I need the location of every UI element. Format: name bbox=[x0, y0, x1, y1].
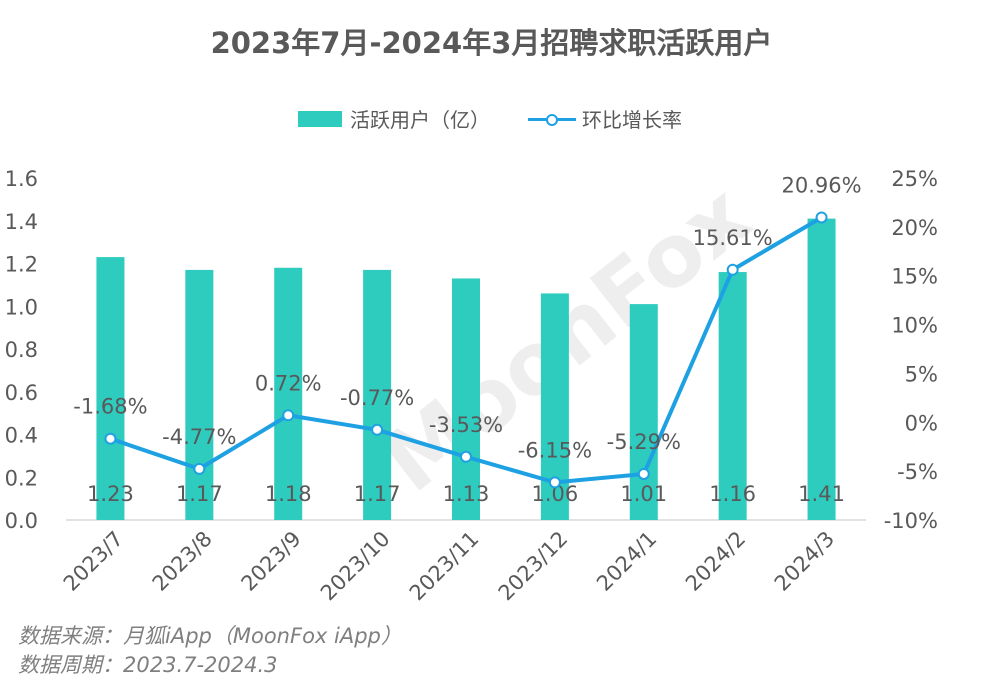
category-label: 2024/2 bbox=[681, 527, 750, 596]
category-label: 2024/1 bbox=[592, 527, 661, 596]
growth-rate-label: 15.61% bbox=[693, 226, 773, 250]
legend-bar-swatch bbox=[298, 110, 342, 127]
bar-value-label: 1.17 bbox=[176, 482, 223, 506]
bar bbox=[185, 269, 214, 520]
legend-label-active-users: 活跃用户（亿） bbox=[350, 108, 490, 132]
right-axis-tick-label: -10% bbox=[884, 509, 938, 533]
growth-rate-label: -0.77% bbox=[340, 386, 414, 410]
legend-line-swatch bbox=[528, 111, 576, 127]
growth-rate-point bbox=[282, 409, 295, 422]
legend-item-active-users: 活跃用户（亿） bbox=[298, 104, 490, 133]
left-axis-tick-label: 1.4 bbox=[5, 210, 38, 234]
left-axis-tick-label: 1.0 bbox=[5, 295, 38, 319]
left-axis-tick-label: 0.8 bbox=[5, 338, 38, 362]
bar bbox=[274, 267, 303, 520]
left-axis-tick-label: 1.2 bbox=[5, 253, 38, 277]
bar bbox=[452, 278, 480, 520]
right-axis-tick-label: 0% bbox=[905, 411, 938, 435]
growth-rate-label: -1.68% bbox=[73, 395, 147, 419]
growth-rate-label: 0.72% bbox=[255, 371, 322, 395]
bar-value-label: 1.17 bbox=[354, 482, 401, 506]
growth-rate-label: -6.15% bbox=[518, 438, 592, 462]
growth-rate-point bbox=[815, 211, 828, 224]
growth-rate-point bbox=[193, 462, 206, 475]
legend-label-growth-rate: 环比增长率 bbox=[582, 108, 682, 132]
growth-rate-point bbox=[548, 476, 561, 489]
growth-rate-point bbox=[726, 263, 739, 276]
legend-item-growth-rate: 环比增长率 bbox=[528, 104, 682, 133]
source-note: 数据来源：月狐iApp（MoonFox iApp） bbox=[18, 624, 402, 648]
chart-title: 2023年7月-2024年3月招聘求职活跃用户 bbox=[210, 26, 773, 60]
right-axis-tick-label: -5% bbox=[897, 460, 938, 484]
category-label: 2023/7 bbox=[59, 527, 128, 596]
category-label: 2023/9 bbox=[237, 527, 306, 596]
bar-value-label: 1.18 bbox=[265, 482, 312, 506]
period-note: 数据周期：2023.7-2024.3 bbox=[18, 653, 278, 677]
left-axis-tick-label: 0.6 bbox=[5, 381, 38, 405]
left-axis-tick-label: 0.2 bbox=[5, 466, 38, 490]
bar bbox=[718, 272, 747, 520]
right-axis-tick-label: 25% bbox=[891, 167, 938, 191]
bar bbox=[629, 304, 658, 520]
growth-rate-label: -5.29% bbox=[607, 430, 681, 454]
bar bbox=[363, 269, 392, 520]
growth-rate-label: -4.77% bbox=[162, 425, 236, 449]
category-label: 2024/3 bbox=[770, 527, 839, 596]
right-axis-tick-label: 15% bbox=[891, 265, 938, 289]
bar-value-label: 1.41 bbox=[798, 482, 845, 506]
bar-value-label: 1.23 bbox=[87, 482, 134, 506]
legend: 活跃用户（亿） 环比增长率 bbox=[298, 104, 720, 133]
category-label: 2023/12 bbox=[494, 527, 573, 606]
bar bbox=[96, 257, 125, 520]
growth-rate-label: -3.53% bbox=[429, 413, 503, 437]
growth-rate-point bbox=[104, 432, 117, 445]
left-axis-tick-label: 0.0 bbox=[5, 509, 38, 533]
left-axis-tick-label: 0.4 bbox=[5, 424, 38, 448]
right-axis-tick-label: 10% bbox=[891, 314, 938, 338]
growth-rate-point bbox=[371, 423, 384, 436]
growth-rate-point bbox=[460, 450, 472, 463]
category-label: 2023/8 bbox=[148, 527, 217, 596]
growth-rate-point bbox=[637, 467, 650, 480]
category-label: 2023/10 bbox=[316, 527, 395, 606]
growth-rate-label: 20.96% bbox=[782, 173, 862, 197]
bar-value-label: 1.01 bbox=[620, 482, 667, 506]
bar-value-label: 1.13 bbox=[443, 482, 490, 506]
bar bbox=[807, 218, 836, 521]
right-axis-tick-label: 20% bbox=[891, 216, 938, 240]
bar-value-label: 1.16 bbox=[709, 482, 756, 506]
right-axis-tick-label: 5% bbox=[905, 362, 938, 386]
left-axis-tick-label: 1.6 bbox=[5, 167, 38, 191]
category-label: 2023/11 bbox=[405, 527, 484, 606]
